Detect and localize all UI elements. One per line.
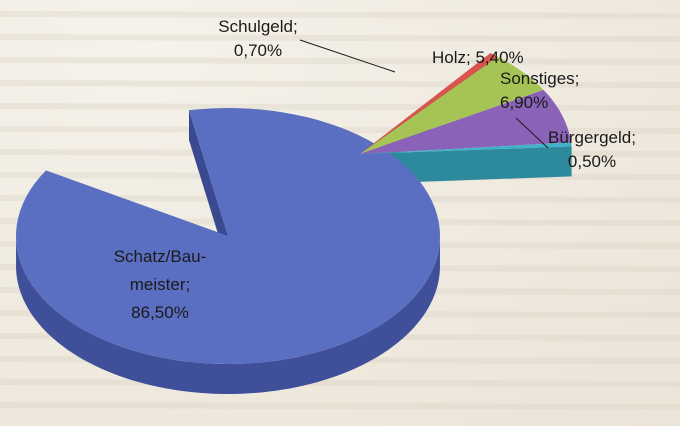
slice-schulgeld — [360, 53, 498, 154]
slice-bürgergeld — [360, 142, 572, 154]
slice-label-line: 0,50% — [568, 152, 616, 171]
slice-label-line: 0,70% — [234, 41, 282, 60]
slice-side-schatz — [16, 238, 440, 394]
slice-label-line: Bürgergeld; — [548, 128, 636, 147]
pie-tops — [15, 53, 572, 364]
slice-label-line: Holz; 5,40% — [432, 48, 524, 67]
slice-label-schatz-baumeister: Schatz/Bau-meister; 86,50% — [114, 247, 207, 322]
slice-label-line: Schatz/Bau- — [114, 247, 207, 266]
slice-holz — [360, 56, 544, 154]
slice-label-b-rgergeld: Bürgergeld; 0,50% — [548, 128, 636, 171]
leader-line-b-rgergeld — [515, 117, 549, 149]
slice-cut-face-schatz-2 — [189, 110, 228, 267]
slice-schatz-baumeister — [15, 108, 440, 364]
slice-sonstiges — [360, 89, 572, 154]
slice-label-schulgeld: Schulgeld; 0,70% — [218, 17, 297, 60]
slice-labels: Schatz/Bau-meister; 86,50% Schulgeld; 0,70%… — [114, 17, 636, 322]
leader-lines — [299, 39, 549, 149]
leader-line-schulgeld — [299, 39, 396, 73]
slice-label-holz: Holz; 5,40% — [432, 48, 524, 67]
slice-label-line: meister; — [130, 275, 190, 294]
slice-label-sonstiges: Sonstiges; 6,90% — [500, 69, 579, 112]
slice-label-line: 6,90% — [500, 93, 548, 112]
slice-label-line: 86,50% — [131, 303, 189, 322]
slice-label-line: Sonstiges; — [500, 69, 579, 88]
slice-label-line: Schulgeld; — [218, 17, 297, 36]
